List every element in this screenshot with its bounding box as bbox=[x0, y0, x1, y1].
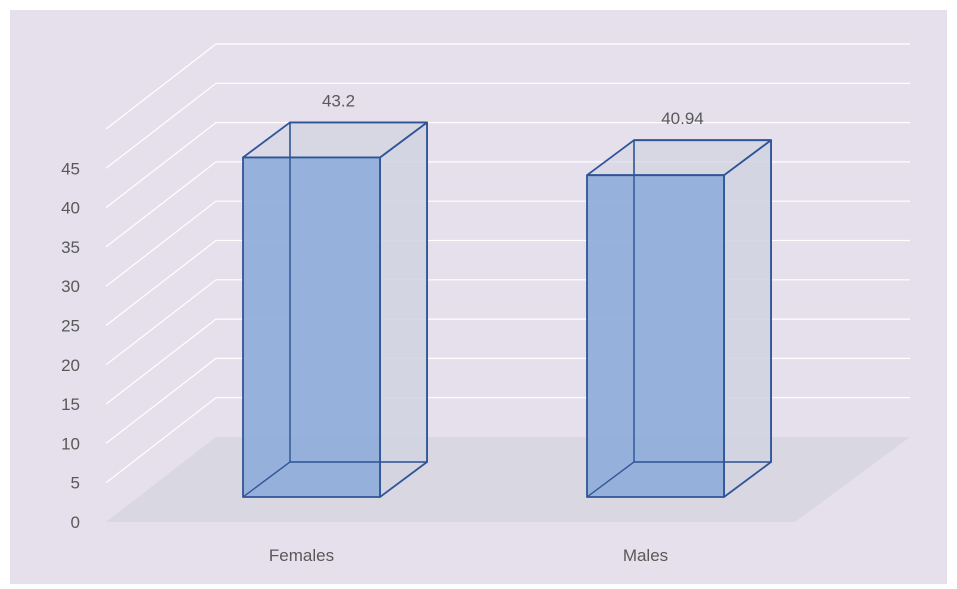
y-tick-label: 40 bbox=[61, 199, 80, 218]
y-tick-label: 30 bbox=[61, 277, 80, 296]
bar-males bbox=[586, 139, 772, 498]
data-label: 40.94 bbox=[661, 109, 704, 128]
gridline bbox=[105, 43, 910, 130]
y-tick-label: 25 bbox=[61, 317, 80, 336]
y-tick-label: 15 bbox=[61, 395, 80, 414]
chart-floor bbox=[106, 437, 910, 522]
y-tick-label: 35 bbox=[61, 238, 80, 257]
y-tick-label: 5 bbox=[71, 474, 80, 493]
bar-females bbox=[242, 121, 428, 498]
y-tick-label: 20 bbox=[61, 356, 80, 375]
x-tick-label: Males bbox=[623, 546, 668, 565]
gridline bbox=[105, 82, 910, 169]
y-tick-label: 10 bbox=[61, 434, 80, 453]
y-tick-label: 0 bbox=[71, 513, 80, 532]
x-tick-label: Females bbox=[269, 546, 334, 565]
y-tick-label: 45 bbox=[61, 159, 80, 178]
data-label: 43.2 bbox=[322, 91, 355, 110]
gridline bbox=[105, 121, 910, 209]
